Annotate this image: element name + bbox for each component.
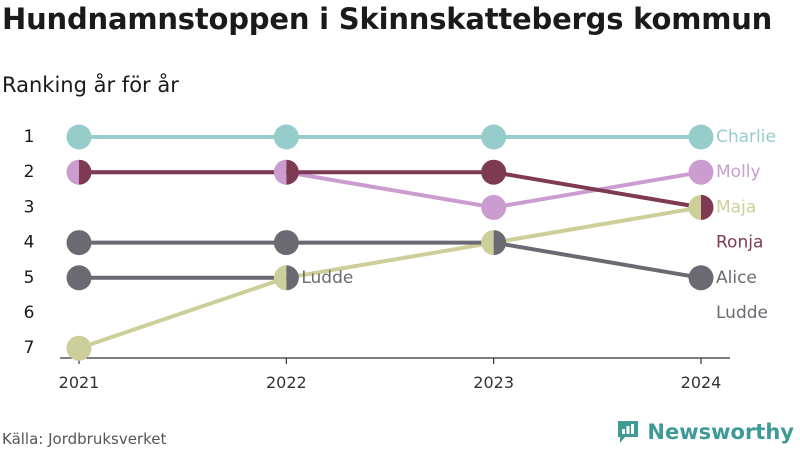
newsworthy-logo-icon (618, 421, 639, 443)
point-maja-2023 (481, 230, 494, 256)
y-tick-label-1: 1 (24, 127, 35, 147)
point-ludde-2021 (66, 265, 92, 291)
x-tick-label-2024: 2024 (681, 373, 722, 392)
series-line-maja (77, 205, 703, 351)
point-molly-2022 (273, 159, 287, 185)
series-line-ronja (77, 170, 703, 210)
source-note: Källa: Jordbruksverket (2, 430, 167, 448)
end-label-ronja: Ronja (716, 233, 763, 253)
point-ronja-2023 (481, 159, 507, 185)
x-tick-label-2021: 2021 (59, 373, 100, 392)
point-ronja-2024 (701, 194, 714, 220)
y-tick-label-5: 5 (24, 268, 35, 288)
end-label-charlie: Charlie (716, 127, 776, 147)
y-tick-label-7: 7 (24, 338, 35, 358)
point-maja-2021 (66, 335, 92, 361)
point-ronja-2022 (286, 159, 299, 185)
end-label-ludde: Ludde (716, 303, 768, 323)
point-molly-2023 (481, 194, 507, 220)
series-line-alice (77, 240, 703, 280)
end-label-alice: Alice (716, 268, 757, 288)
point-molly-2021 (66, 159, 79, 185)
point-charlie-2021 (66, 124, 92, 150)
y-tick-label-3: 3 (24, 197, 35, 217)
end-label-maja: Maja (716, 197, 756, 217)
point-alice-2022 (273, 230, 299, 256)
point-ronja-2021 (79, 159, 92, 185)
point-charlie-2022 (273, 124, 299, 150)
chart-subtitle: Ranking år för år (2, 73, 179, 97)
chart-title: Hundnamnstoppen i Skinnskattebergs kommu… (2, 2, 773, 36)
y-tick-label-6: 6 (24, 303, 35, 323)
point-charlie-2023 (481, 124, 507, 150)
point-charlie-2024 (688, 124, 714, 150)
y-tick-label-2: 2 (24, 162, 35, 182)
annotation-label-ludde: Ludde (301, 268, 353, 288)
end-label-molly: Molly (716, 162, 761, 182)
point-maja-2024 (688, 194, 701, 220)
point-maja-2022 (273, 265, 287, 291)
brand-name: Newsworthy (647, 420, 794, 444)
point-alice-2024 (688, 265, 714, 291)
x-tick-label-2023: 2023 (473, 373, 514, 392)
point-alice-2023 (493, 230, 507, 256)
point-alice-2021 (66, 230, 92, 256)
brand-logo: Newsworthy (616, 419, 794, 445)
point-ludde-2022 (286, 265, 299, 291)
y-tick-label-4: 4 (24, 233, 35, 253)
point-molly-2024 (688, 159, 714, 185)
x-tick-label-2022: 2022 (266, 373, 307, 392)
